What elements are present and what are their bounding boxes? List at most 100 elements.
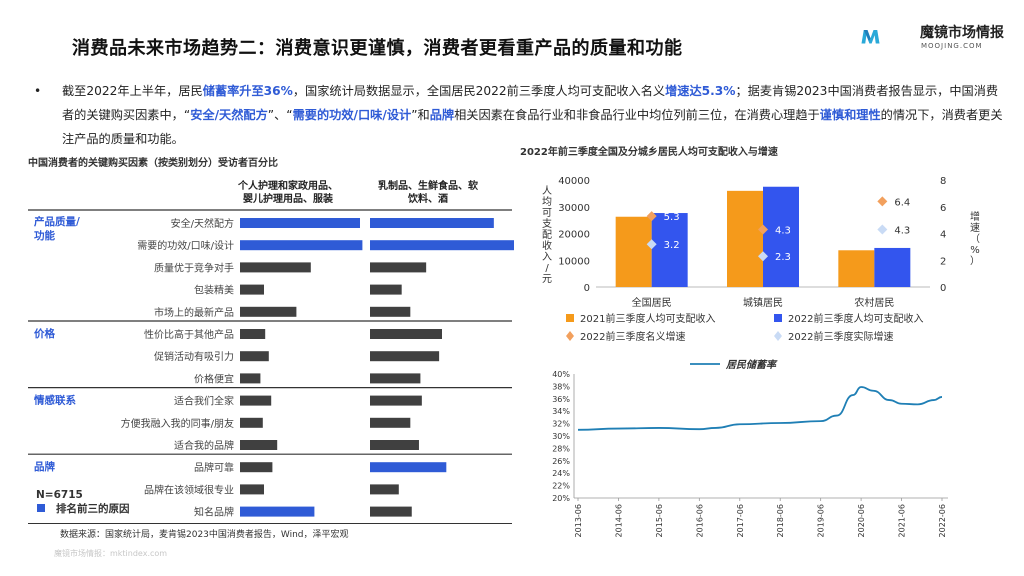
y2-tick-label: 2 [940, 256, 946, 267]
income-bar [615, 216, 652, 287]
legend-label: 排名前三的原因 [56, 502, 130, 515]
factor-bar-col1 [240, 240, 363, 251]
factor-bar-col2 [370, 440, 419, 450]
x-tick-label: 2020-06 [857, 504, 866, 537]
x-tick-label: 2021-06 [898, 504, 907, 537]
logo-subtitle: MOOJING.COM [921, 42, 983, 50]
group-label: 价格 [34, 327, 55, 340]
sample-size-label: N=6715 [36, 489, 83, 501]
paragraph-text: ，国家统计局数据显示，全国居民2022前三季度人均可支配收入名义 [292, 84, 666, 98]
factor-label: 需要的功效/口味/设计 [137, 239, 234, 252]
y-axis-label: 人 [542, 185, 552, 197]
factor-bar-col1 [240, 373, 261, 384]
income-bar [763, 186, 799, 287]
paragraph-text: ”和 [411, 108, 430, 122]
y2-axis-label: 增 [970, 210, 980, 223]
factor-label: 促销活动有吸引力 [154, 350, 234, 363]
column-header-food-drink: 饮料、酒 [407, 192, 448, 205]
factor-bar-col1 [240, 284, 264, 295]
legend-swatch [37, 504, 45, 512]
paragraph-text: ”、“ [267, 108, 293, 122]
factor-bar-col1 [240, 306, 297, 317]
income-growth-chart: 2022年前三季度全国及分城乡居民人均可支配收入与增速 0 10000 20000 30… [520, 145, 980, 343]
growth-data-label: 5.3 [664, 212, 680, 223]
factor-bar-col2 [370, 240, 514, 251]
page-title: 消费品未来市场趋势二：消费意识更谨慎，消费者更看重产品的质量和功能 [72, 38, 683, 59]
factor-label: 品牌在该领域很专业 [144, 483, 234, 496]
factor-label: 知名品牌 [194, 506, 234, 519]
growth-marker [646, 239, 657, 250]
category-label: 全国居民 [632, 296, 672, 309]
data-source-note: 数据来源：国家统计局，麦肯锡2023中国消费者报告，Wind，泽平宏观 [60, 530, 349, 540]
factor-bar-col2 [370, 506, 412, 517]
growth-data-label: 4.3 [775, 225, 791, 236]
growth-data-label: 3.2 [664, 240, 680, 251]
y-tick-label: 30000 [558, 203, 590, 214]
x-tick-label: 2022-06 [938, 504, 947, 537]
x-tick-label: 2014-06 [614, 504, 623, 537]
factor-label: 适合我们全家 [174, 395, 234, 408]
y-axis-label: 均 [542, 196, 552, 208]
income-bar [874, 247, 911, 287]
key-purchase-factors-chart: 中国消费者的关键购买因素（按类别划分）受访者百分比个人护理和家政用品、婴儿护理用… [28, 156, 514, 524]
y-axis-label: 入 [542, 252, 552, 263]
category-label: 城镇居民 [743, 296, 783, 309]
paragraph-text: ；据麦肯锡2023中国消费者报告显示，中国消费者的关键购买因素中，“ [62, 84, 999, 122]
y-tick-label: 40000 [558, 176, 590, 187]
legend-label: 居民储蓄率 [725, 359, 778, 371]
growth-data-label: 6.4 [894, 197, 910, 208]
x-tick-label: 2013-06 [574, 504, 583, 537]
factor-label: 市场上的最新产品 [154, 306, 234, 319]
y-tick-label: 40% [552, 370, 570, 379]
factor-label: 品牌可靠 [194, 461, 234, 474]
y-tick-label: 22% [552, 482, 570, 491]
factor-bar-col1 [240, 262, 311, 273]
growth-marker [758, 224, 768, 235]
x-tick-label: 2019-06 [817, 504, 826, 537]
factor-bar-col1 [240, 506, 315, 517]
highlight-text: 品牌 [429, 108, 455, 122]
highlight-text: 储蓄率升至36% [202, 84, 293, 98]
x-tick-label: 2015-06 [655, 504, 664, 537]
income-bar [651, 213, 688, 287]
column-header-personal-care: 个人护理和家政用品、 [237, 179, 338, 192]
factor-bar-col1 [240, 329, 266, 339]
category-label: 农村居民 [854, 296, 894, 309]
y2-axis-label: （ [970, 233, 980, 245]
y-tick-label: 34% [552, 407, 570, 416]
y-tick-label: 36% [552, 395, 570, 404]
legend-label: 2022前三季度实际增速 [788, 330, 893, 343]
highlight-text: 谨慎和理性 [819, 108, 881, 122]
factor-label: 性价比高于其他产品 [144, 328, 234, 341]
y2-tick-label: 4 [940, 230, 946, 241]
bullet-icon: • [34, 84, 42, 98]
y-tick-label: 20000 [558, 230, 590, 241]
growth-data-label: 4.3 [894, 225, 910, 236]
growth-marker [646, 211, 657, 222]
y-axis-label: 配 [542, 229, 552, 241]
legend-label: 2022前三季度名义增速 [580, 330, 685, 343]
factor-label: 质量优于竞争对手 [154, 261, 234, 274]
income-bar [727, 190, 763, 287]
y2-axis-label: 速 [970, 222, 980, 234]
y-tick-label: 10000 [558, 256, 590, 267]
y2-tick-label: 6 [940, 203, 946, 214]
factor-label: 价格便宜 [194, 372, 234, 385]
factor-bar-col1 [240, 351, 269, 362]
highlight-text: 增速达5.3% [665, 84, 736, 98]
highlight-text: 需要的功效/口味/设计 [292, 108, 412, 122]
y-axis-label: 支 [542, 218, 552, 230]
factor-bar-col2 [370, 284, 402, 295]
x-tick-label: 2016-06 [695, 504, 704, 537]
y-tick-label: 0 [584, 283, 590, 294]
savings-rate-line [577, 386, 943, 431]
savings-rate-chart: 20% 22% 24% 26% 28% 30% 32% 34% 36% 38% 40% 2013-06… [552, 359, 948, 537]
factor-bar-col1 [240, 395, 272, 406]
legend-swatch [566, 331, 574, 341]
factor-bar-col1 [240, 462, 273, 473]
y-tick-label: 20% [552, 494, 570, 503]
factor-bar-col2 [370, 462, 447, 473]
factor-bar-col2 [370, 395, 422, 406]
y-axis-label: 元 [542, 274, 552, 285]
legend-swatch [774, 331, 782, 341]
